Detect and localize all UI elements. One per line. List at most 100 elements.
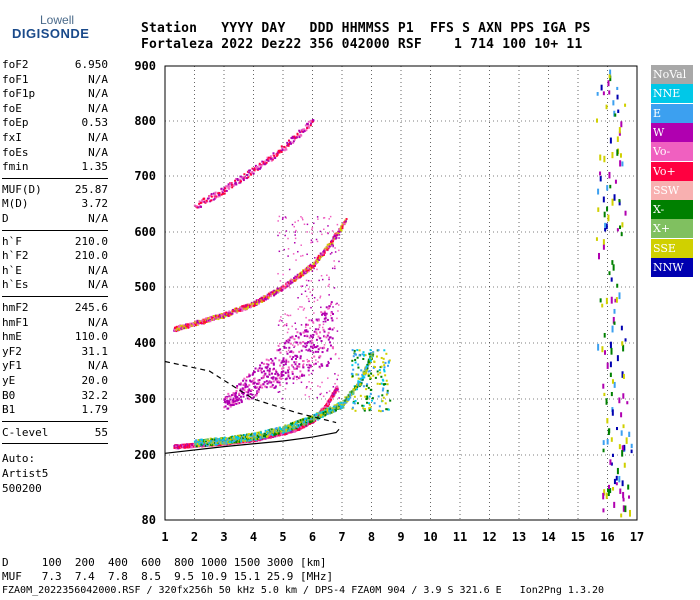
echo-point [300, 134, 303, 137]
echo-point [325, 406, 328, 409]
auto-line: Artist5 [2, 467, 49, 481]
echo-point [298, 424, 301, 427]
interference-point [608, 484, 611, 490]
echo-point [220, 442, 223, 445]
echo-point [369, 356, 372, 359]
param-key: C-level [2, 425, 49, 439]
echo-point [223, 190, 226, 193]
spread-echo-point [292, 382, 295, 384]
echo-point [240, 441, 243, 444]
spread-echo-point [287, 248, 290, 250]
param-row-hmF2: hmF2 245.6 [2, 301, 108, 315]
echo-point [226, 395, 229, 398]
echo-point [302, 364, 305, 367]
echo-point [255, 168, 258, 171]
spread-echo-point [310, 280, 313, 282]
echo-point [243, 436, 246, 439]
spread-echo-point [327, 328, 330, 330]
echo-point [229, 395, 232, 398]
echo-point [209, 194, 212, 197]
spread-echo-point [295, 361, 298, 363]
echo-point [311, 339, 314, 342]
echo-point [245, 305, 248, 308]
echo-point [254, 386, 257, 389]
echo-point [236, 177, 239, 180]
interference-point [620, 412, 623, 418]
echo-point [240, 305, 243, 308]
spread-echo-point [287, 349, 290, 352]
spread-echo-point [303, 307, 306, 310]
interference-point [604, 222, 607, 228]
echo-point [255, 394, 258, 397]
echo-point [274, 430, 277, 433]
echo-point [324, 413, 327, 416]
echo-point [238, 383, 241, 386]
oblique-echo-point [377, 395, 380, 398]
echo-point [294, 425, 297, 428]
echo-point [241, 177, 244, 180]
echo-point [313, 261, 316, 264]
echo-point [318, 365, 321, 368]
echo-point [288, 280, 291, 283]
interference-point [610, 437, 613, 442]
echo-point [310, 122, 313, 125]
echo-point [280, 430, 283, 433]
echo-point [236, 437, 239, 440]
echo-point [320, 340, 323, 343]
echo-point [285, 282, 288, 285]
echo-point [228, 395, 231, 398]
param-value: 0.53 [81, 116, 109, 130]
echo-point [275, 153, 278, 156]
interference-point [602, 383, 605, 389]
oblique-echo-point [369, 392, 372, 395]
echo-point [242, 439, 245, 442]
spread-echo-point [285, 230, 288, 232]
oblique-echo-point [374, 376, 377, 379]
oblique-echo-point [373, 402, 376, 405]
echo-point [257, 368, 260, 371]
oblique-echo-point [372, 374, 375, 377]
interference-point [611, 260, 614, 265]
echo-point [275, 290, 278, 293]
echo-point [310, 119, 313, 122]
header-values: Fortaleza 2022 Dez22 356 042000 RSF 1 71… [141, 37, 583, 52]
echo-point [312, 345, 315, 348]
oblique-echo-point [382, 387, 385, 390]
header-labels: Station YYYY DAY DDD HHMMSS P1 FFS S AXN… [141, 21, 591, 36]
interference-point [621, 161, 624, 167]
echo-point [299, 332, 302, 335]
param-key: foF1p [2, 87, 36, 101]
echo-point [266, 296, 269, 299]
param-row-C-level: C-level 55 [2, 426, 108, 440]
echo-point [344, 401, 347, 404]
echo-point [295, 136, 298, 139]
echo-point [217, 192, 220, 195]
echo-point [329, 344, 332, 347]
oblique-echo-point [361, 353, 364, 356]
legend-item-w: W [651, 122, 693, 142]
echo-point [205, 199, 208, 202]
oblique-echo-point [369, 388, 372, 391]
oblique-echo-point [384, 402, 387, 405]
echo-point [296, 423, 299, 426]
echo-point [279, 351, 282, 354]
oblique-echo-point [387, 364, 390, 367]
echo-point [250, 305, 253, 308]
echo-point [257, 166, 260, 169]
echo-point [236, 395, 239, 398]
echo-point [229, 182, 232, 185]
echo-point [281, 288, 284, 291]
spread-echo-point [299, 306, 301, 308]
echo-point [301, 272, 304, 275]
echo-point [240, 439, 243, 442]
echo-point [289, 342, 292, 345]
interference-point [628, 431, 631, 437]
echo-point [272, 362, 275, 365]
spread-echo-point [305, 279, 308, 282]
echo-point [238, 402, 241, 405]
echo-point [338, 228, 341, 231]
echo-point [339, 403, 342, 406]
spread-echo-point [310, 241, 312, 244]
echo-point [246, 397, 249, 400]
echo-point [239, 395, 242, 398]
